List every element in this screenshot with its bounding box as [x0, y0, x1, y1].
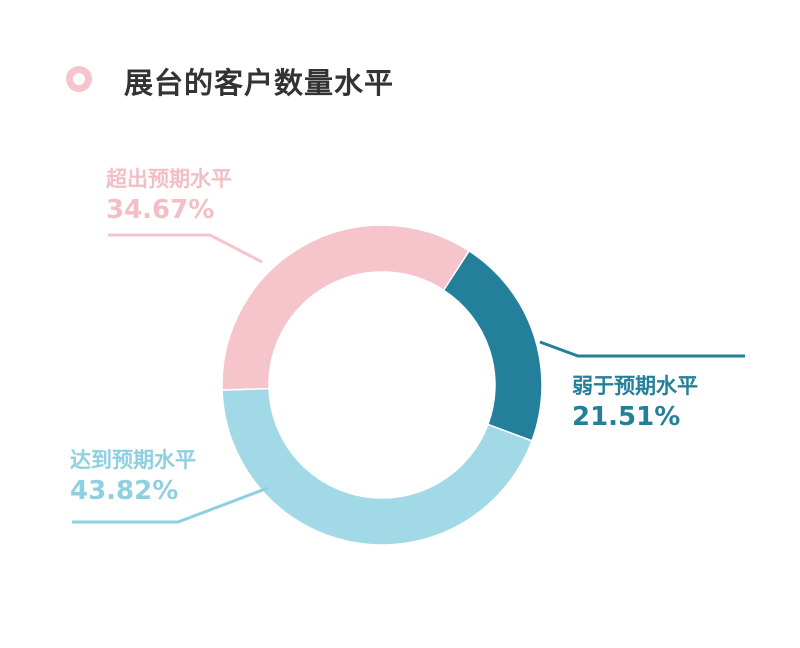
slice-label: 弱于预期水平 — [572, 374, 698, 398]
leader-line-exceed — [108, 233, 263, 264]
label-weaker-than-expected: 弱于预期水平 21.51% — [572, 370, 698, 432]
slice-meet-expected — [221, 387, 533, 546]
slice-exceed-expected — [221, 224, 471, 391]
label-exceed-expected: 超出预期水平 34.67% — [106, 163, 232, 225]
slice-label: 达到预期水平 — [70, 448, 196, 472]
leader-line-weaker — [539, 340, 745, 358]
slice-label: 超出预期水平 — [106, 167, 232, 191]
label-meet-expected: 达到预期水平 43.82% — [70, 444, 196, 506]
slice-value: 21.51% — [572, 402, 681, 432]
slice-value: 43.82% — [70, 476, 179, 506]
leader-line-meet — [72, 486, 269, 524]
slice-weaker-than-expected — [442, 249, 543, 442]
chart-title: 展台的客户数量水平 — [124, 66, 395, 100]
title-ring-icon — [66, 66, 92, 92]
slice-value: 34.67% — [106, 195, 215, 225]
